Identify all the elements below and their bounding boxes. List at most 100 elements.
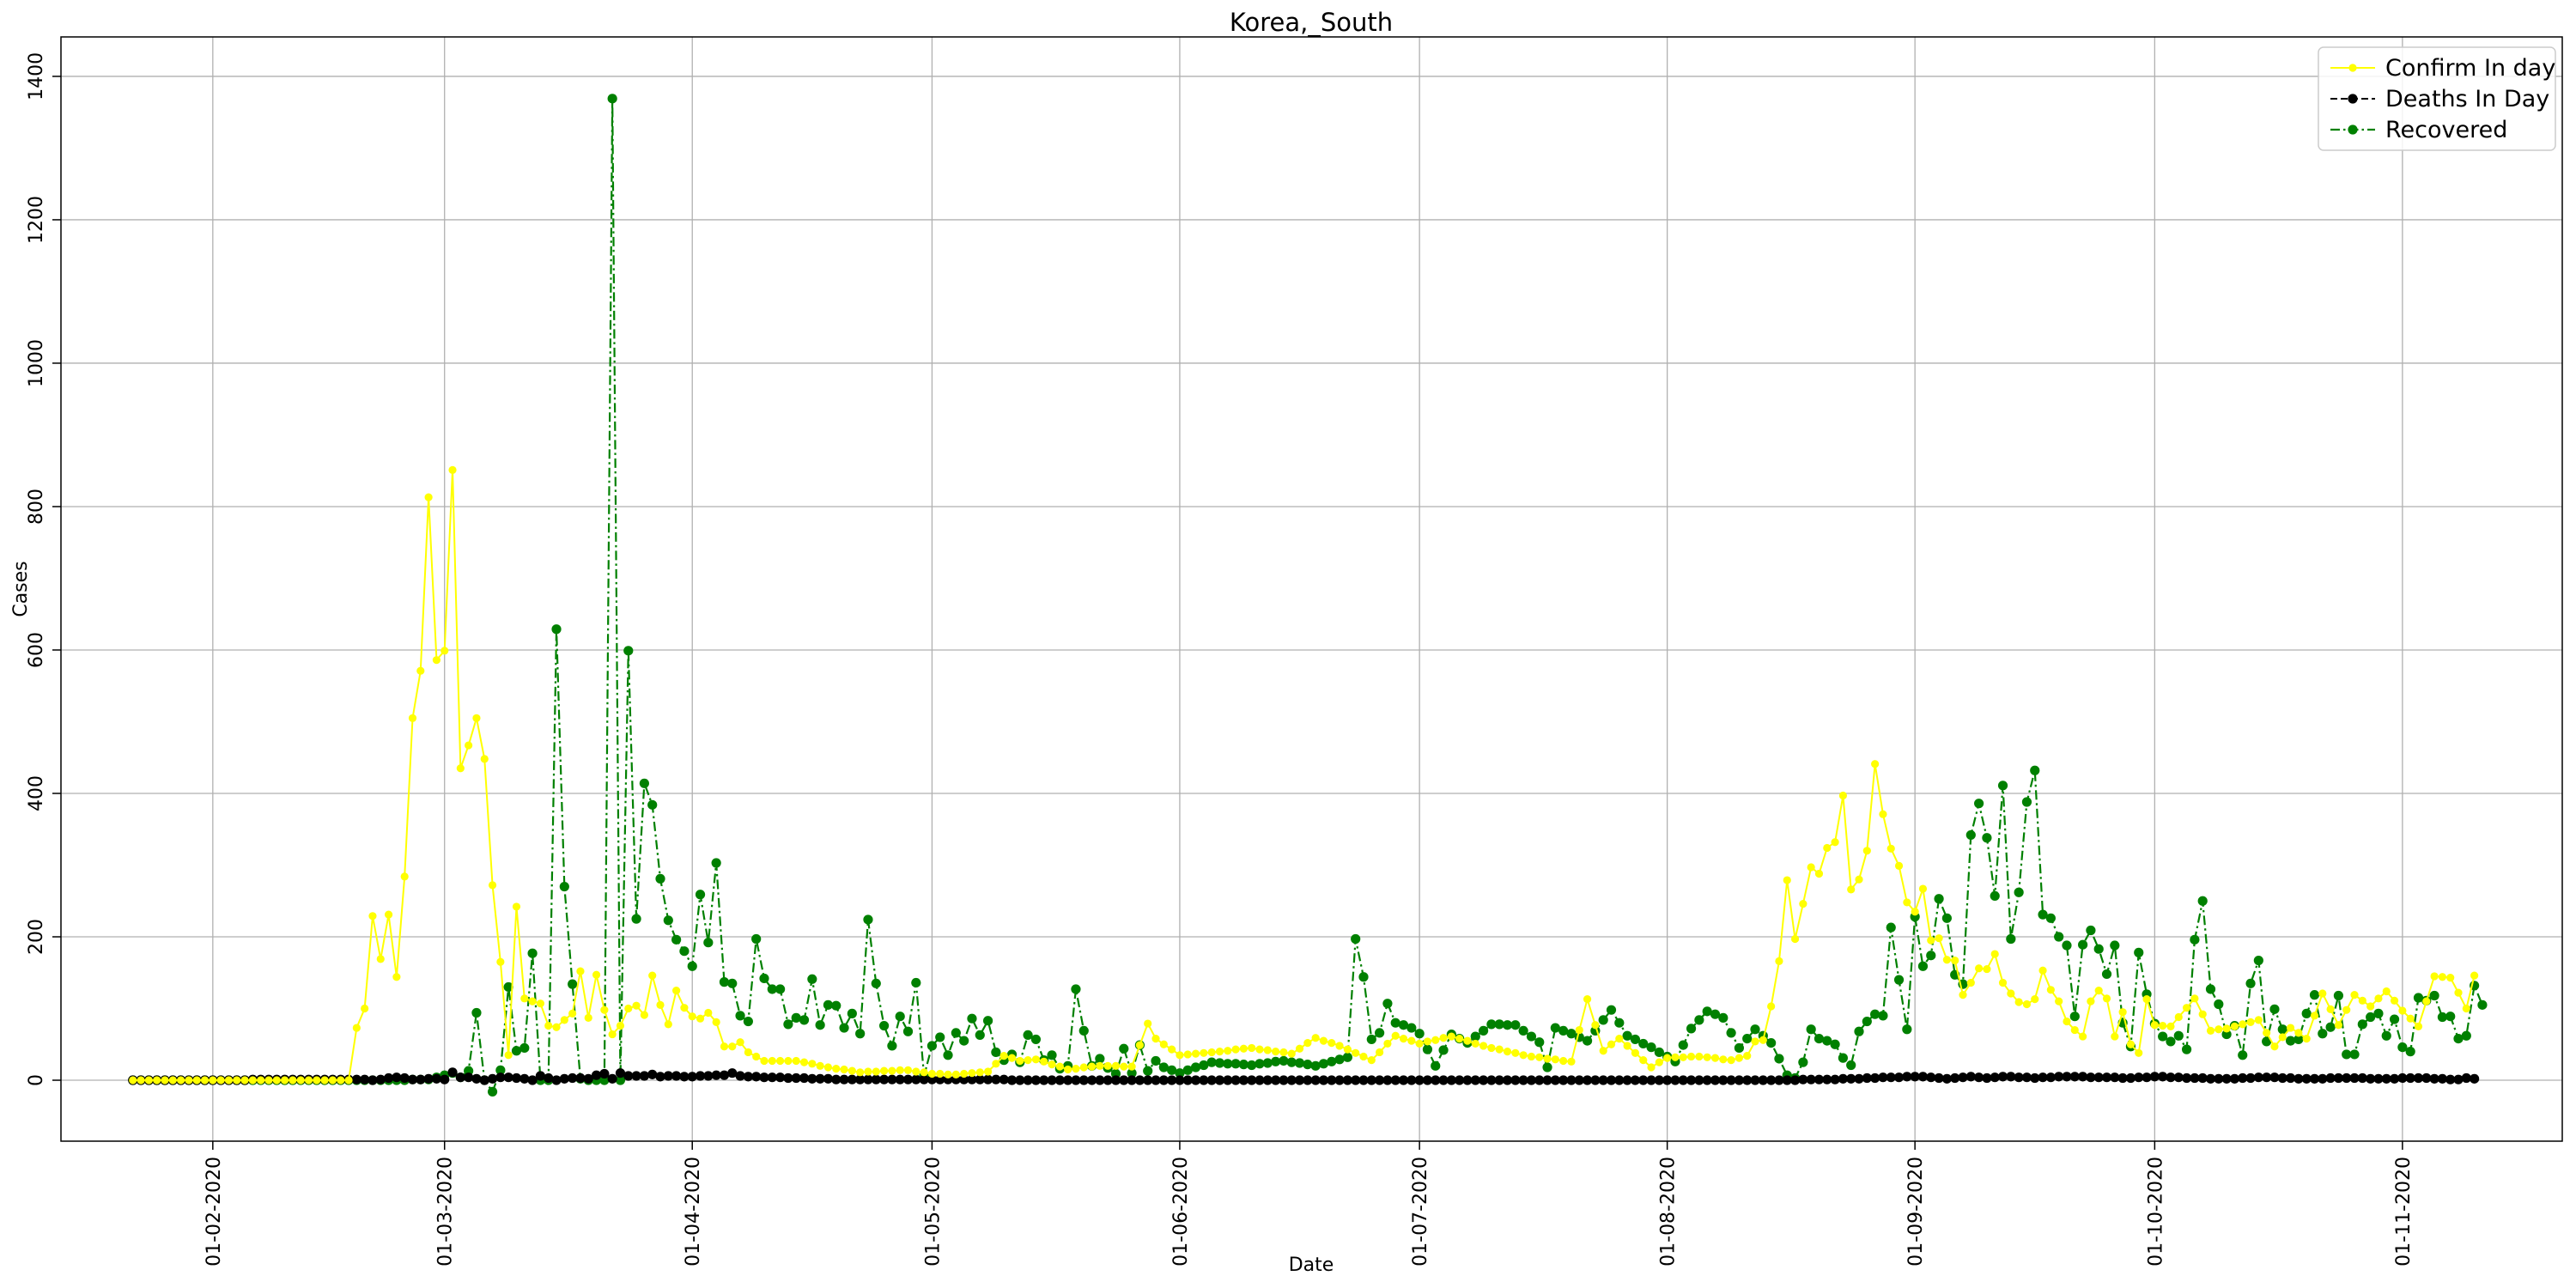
data-point [1199, 1075, 1209, 1085]
data-point [671, 934, 682, 945]
data-point [1310, 1075, 1321, 1085]
data-point [1086, 1075, 1097, 1085]
data-point [416, 666, 425, 675]
data-point [2094, 987, 2103, 995]
data-point [1143, 1075, 1153, 1085]
data-point [2325, 1022, 2336, 1032]
data-point [975, 1030, 985, 1041]
data-point [1718, 1075, 1728, 1085]
data-point [1231, 1045, 1240, 1054]
data-point [2173, 1030, 2184, 1041]
data-point [1398, 1020, 1409, 1030]
data-point [663, 915, 673, 926]
data-point [1159, 1040, 1168, 1048]
data-point [1311, 1034, 1320, 1042]
data-point [647, 1069, 658, 1079]
data-point [2159, 1021, 2167, 1030]
data-point [911, 977, 921, 988]
data-point [1239, 1044, 1248, 1053]
data-point [1918, 884, 1928, 893]
data-point [2358, 996, 2366, 1005]
data-point [2021, 1072, 2032, 1083]
x-tick-label: 01-05-2020 [922, 1157, 944, 1267]
data-point [2301, 1008, 2312, 1018]
data-point [1510, 1075, 1521, 1085]
data-point [1255, 1075, 1265, 1085]
data-point [1607, 1040, 1616, 1048]
data-point [375, 1074, 386, 1084]
data-point [672, 987, 681, 995]
data-point [623, 1071, 634, 1081]
data-point [177, 1076, 185, 1084]
data-point [759, 973, 769, 984]
data-point [2414, 1022, 2423, 1030]
data-point [1127, 1075, 1137, 1085]
data-point [2437, 1012, 2447, 1023]
data-point [1566, 1029, 1577, 1039]
data-point [1471, 1039, 1479, 1048]
data-point [1134, 1075, 1145, 1085]
data-point [568, 979, 578, 989]
data-point [1438, 1075, 1449, 1085]
data-point [2389, 1073, 2400, 1084]
data-point [687, 961, 697, 971]
data-point [1095, 1075, 1105, 1085]
data-point [1902, 1072, 1912, 1082]
data-point [1862, 1072, 1872, 1084]
data-point [2389, 1014, 2400, 1024]
data-point [2310, 1012, 2319, 1020]
data-point [351, 1074, 361, 1084]
data-point [487, 1086, 498, 1097]
data-point [823, 999, 834, 1010]
data-point [1144, 1019, 1152, 1028]
data-point [2285, 1036, 2296, 1046]
data-point [559, 881, 569, 892]
data-point [2397, 1042, 2408, 1053]
data-point [999, 1052, 1008, 1060]
data-point [799, 1015, 810, 1025]
data-point [2166, 1072, 2176, 1083]
data-point [1023, 1075, 1033, 1085]
data-point [1638, 1038, 1649, 1049]
x-tick-label: 01-10-2020 [2145, 1157, 2166, 1267]
data-point [552, 1023, 561, 1031]
x-tick-label: 01-04-2020 [683, 1157, 704, 1267]
data-point [400, 872, 409, 881]
data-point [1518, 1075, 1528, 1085]
data-point [982, 1074, 993, 1084]
data-point [767, 984, 777, 994]
data-point [1206, 1075, 1217, 1085]
data-point [1965, 829, 1976, 841]
data-point [1535, 1053, 1544, 1061]
data-point [1941, 1073, 1952, 1084]
data-point [807, 1073, 817, 1084]
data-point [927, 1074, 938, 1084]
data-point [920, 1068, 928, 1077]
data-point [2405, 1072, 2415, 1084]
data-point [520, 994, 529, 1003]
data-point [2110, 940, 2120, 951]
data-point [1567, 1057, 1576, 1066]
data-point [1486, 1075, 1497, 1085]
data-point [2126, 1040, 2136, 1048]
data-point [655, 873, 665, 884]
data-point [903, 1066, 913, 1074]
data-point [1598, 1075, 1608, 1085]
data-point [1759, 1036, 1767, 1044]
data-point [264, 1076, 273, 1084]
data-point [2078, 939, 2088, 950]
data-point [1487, 1043, 1496, 1053]
data-point [2197, 1072, 2208, 1084]
data-point [416, 1074, 426, 1084]
data-point [1248, 1043, 1256, 1053]
data-point [328, 1076, 337, 1084]
data-point [2142, 995, 2151, 1004]
data-point [999, 1074, 1009, 1084]
x-tick-label: 01-02-2020 [204, 1157, 225, 1267]
data-point [1158, 1062, 1169, 1072]
data-point [791, 1012, 801, 1023]
data-point [1390, 1075, 1400, 1085]
data-point [407, 1074, 418, 1084]
data-point [1870, 1072, 1880, 1084]
data-point [1806, 1024, 1816, 1035]
